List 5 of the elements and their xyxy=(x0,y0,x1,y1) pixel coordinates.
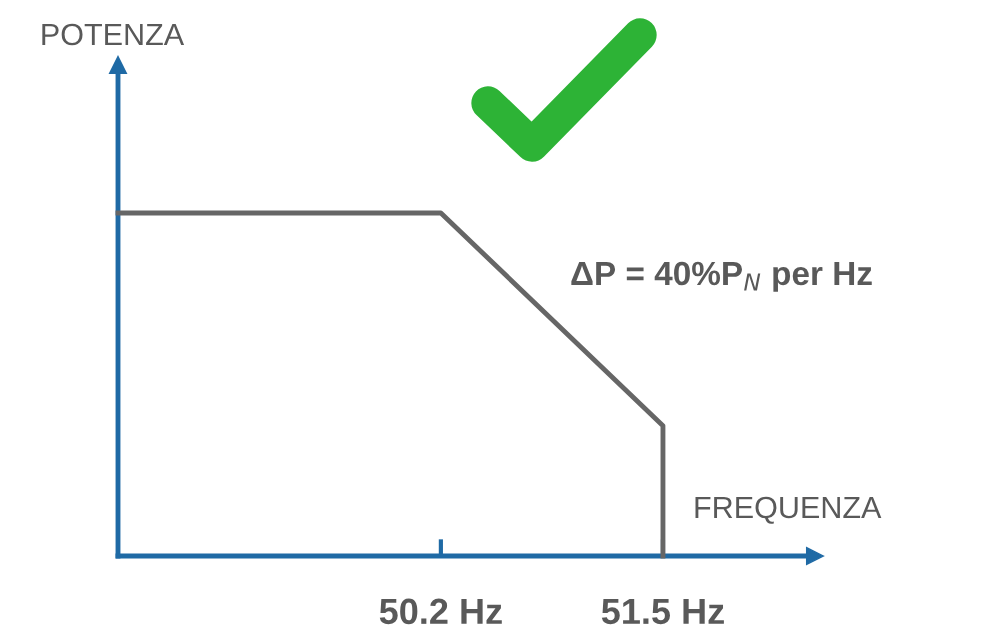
x-tick-label: 51.5 Hz xyxy=(601,598,724,625)
annotation: ΔP = 40%P$_{N}$ per Hz xyxy=(571,261,872,292)
text: POTENZA xyxy=(42,23,185,46)
x-tick-label: 50.2 Hz xyxy=(379,598,502,625)
x-axis-title: FREQUENZA xyxy=(695,496,882,524)
